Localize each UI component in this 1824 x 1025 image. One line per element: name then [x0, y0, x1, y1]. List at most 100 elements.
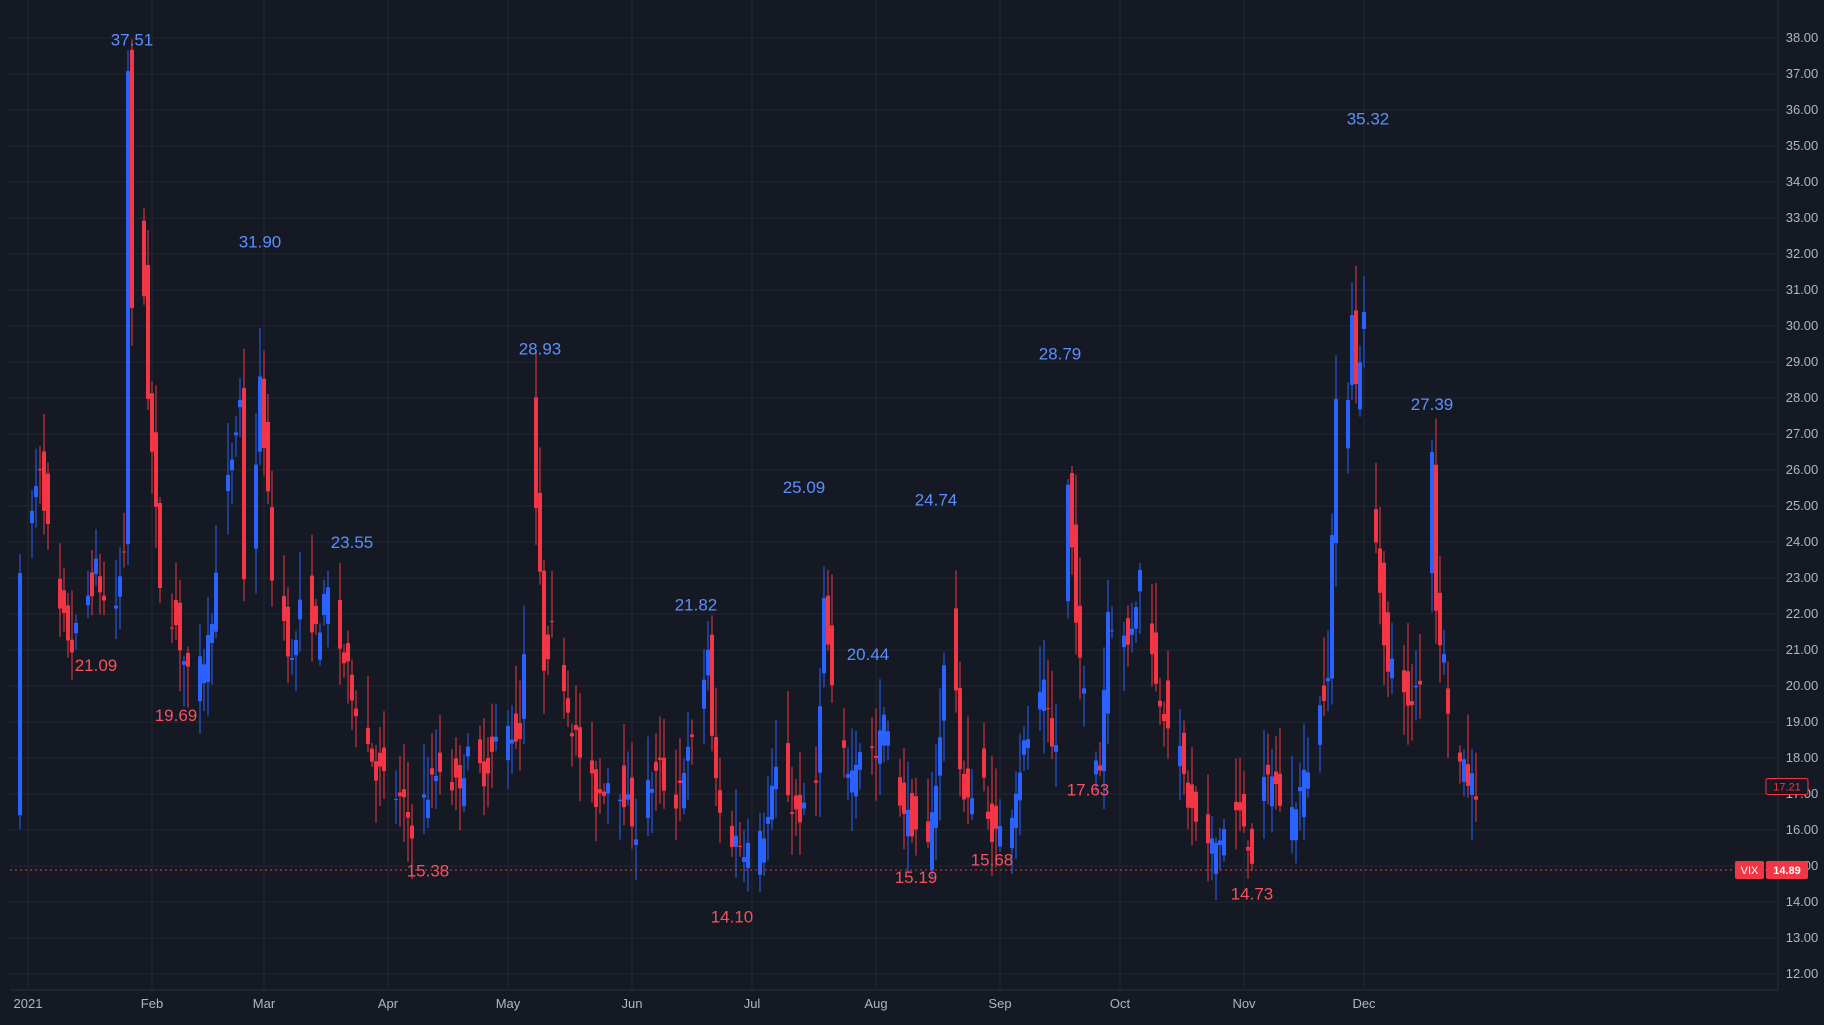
candle-up[interactable] — [1038, 691, 1042, 710]
candle-down[interactable] — [370, 748, 374, 762]
candle-up[interactable] — [34, 486, 38, 498]
candle-down[interactable] — [158, 502, 162, 589]
candle-up[interactable] — [210, 623, 214, 643]
candle-down[interactable] — [578, 727, 582, 758]
candle-down[interactable] — [1206, 814, 1210, 844]
candle-down[interactable] — [338, 599, 342, 649]
time-axis[interactable]: 2021 Feb Mar Apr May Jun Jul Aug Sep Oct Nov Dec — [14, 996, 1377, 1011]
candle-up[interactable] — [742, 857, 746, 862]
candle-up[interactable] — [1130, 628, 1134, 635]
candle-up[interactable] — [1318, 705, 1322, 745]
candle-up[interactable] — [1358, 362, 1362, 410]
candle-up[interactable] — [1326, 677, 1330, 682]
candle-up[interactable] — [258, 376, 262, 452]
candle-up[interactable] — [1094, 760, 1098, 775]
candle-up[interactable] — [1218, 840, 1222, 845]
candle-up[interactable] — [626, 794, 630, 800]
candle-down[interactable] — [282, 596, 286, 622]
candle-up[interactable] — [1214, 842, 1218, 875]
candle-down[interactable] — [1410, 701, 1414, 706]
candle-down[interactable] — [830, 625, 834, 686]
candle-up[interactable] — [1010, 817, 1014, 849]
candle-down[interactable] — [1182, 732, 1186, 775]
candle-up[interactable] — [686, 746, 690, 761]
candle-down[interactable] — [174, 600, 178, 626]
candle-down[interactable] — [1078, 605, 1082, 658]
candle-up[interactable] — [422, 794, 426, 798]
candle-up[interactable] — [822, 598, 826, 674]
candle-down[interactable] — [814, 780, 818, 783]
candle-down[interactable] — [314, 605, 318, 625]
candle-up[interactable] — [1138, 569, 1142, 592]
candle-down[interactable] — [42, 451, 46, 511]
candle-up[interactable] — [1350, 315, 1354, 385]
candle-down[interactable] — [1354, 310, 1358, 384]
candle-up[interactable] — [238, 399, 242, 408]
candle-up[interactable] — [774, 766, 778, 790]
candle-up[interactable] — [970, 798, 974, 815]
candle-up[interactable] — [854, 764, 858, 797]
candle-up[interactable] — [998, 826, 1002, 847]
candle-down[interactable] — [566, 698, 570, 713]
candle-down[interactable] — [90, 572, 94, 597]
candle-up[interactable] — [290, 657, 294, 660]
candle-down[interactable] — [490, 736, 494, 752]
candle-down[interactable] — [1098, 765, 1102, 771]
candle-up[interactable] — [1082, 688, 1086, 694]
candle-up[interactable] — [1346, 400, 1350, 449]
candle-down[interactable] — [1434, 464, 1438, 611]
candle-up[interactable] — [86, 595, 90, 606]
candle-up[interactable] — [74, 622, 78, 634]
candle-up[interactable] — [182, 661, 186, 665]
candle-down[interactable] — [538, 492, 542, 572]
candle-down[interactable] — [310, 575, 314, 633]
candle-up[interactable] — [1262, 776, 1266, 801]
candle-down[interactable] — [1166, 680, 1170, 729]
candle-up[interactable] — [882, 714, 886, 746]
candle-down[interactable] — [622, 765, 626, 808]
candle-up[interactable] — [326, 587, 330, 624]
candle-up[interactable] — [746, 842, 750, 868]
candle-down[interactable] — [1382, 562, 1386, 646]
candle-down[interactable] — [438, 752, 442, 772]
candle-up[interactable] — [298, 599, 302, 620]
candle-down[interactable] — [986, 811, 990, 819]
candle-up[interactable] — [702, 679, 706, 709]
candle-down[interactable] — [1438, 592, 1442, 646]
candle-down[interactable] — [570, 733, 574, 737]
candle-down[interactable] — [662, 757, 666, 791]
candle-down[interactable] — [514, 713, 518, 742]
candle-down[interactable] — [914, 796, 918, 830]
candle-up[interactable] — [938, 737, 942, 776]
candle-up[interactable] — [1306, 772, 1310, 789]
candle-down[interactable] — [690, 734, 694, 737]
candle-up[interactable] — [294, 640, 298, 656]
candle-down[interactable] — [402, 789, 406, 798]
candle-down[interactable] — [598, 789, 602, 794]
candle-down[interactable] — [486, 757, 490, 774]
candle-up[interactable] — [1178, 745, 1182, 767]
candle-up[interactable] — [618, 799, 622, 802]
candle-down[interactable] — [354, 708, 358, 717]
candle-down[interactable] — [550, 621, 554, 623]
candle-down[interactable] — [450, 782, 454, 791]
candle-down[interactable] — [966, 768, 970, 798]
candle-down[interactable] — [534, 397, 538, 509]
candle-down[interactable] — [786, 743, 790, 796]
candle-down[interactable] — [1074, 524, 1078, 623]
candle-down[interactable] — [66, 605, 70, 641]
candle-down[interactable] — [1274, 771, 1278, 785]
candle-up[interactable] — [1222, 829, 1226, 856]
candle-down[interactable] — [410, 825, 414, 839]
candle-up[interactable] — [1302, 769, 1306, 818]
candle-down[interactable] — [242, 388, 246, 580]
candle-down[interactable] — [178, 602, 182, 651]
candle-up[interactable] — [706, 649, 710, 676]
candle-up[interactable] — [858, 752, 862, 770]
candle-up[interactable] — [510, 739, 514, 744]
candle-up[interactable] — [1390, 658, 1394, 679]
candle-down[interactable] — [798, 794, 802, 823]
candle-down[interactable] — [150, 393, 154, 452]
candle-up[interactable] — [1014, 793, 1018, 828]
